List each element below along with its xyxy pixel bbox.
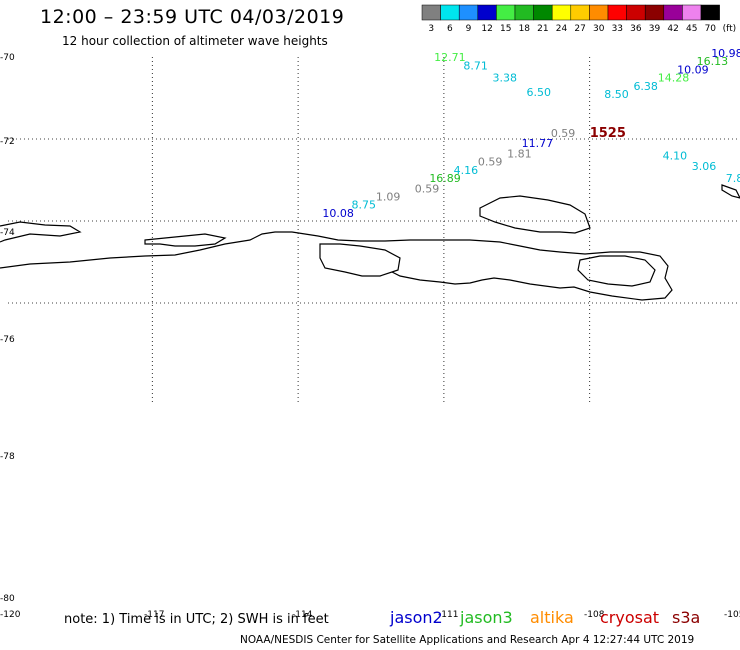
color-legend: 3 6 9 12 15 18 21 24 27 30 33 36 39 42 45 70 (ft) <box>421 4 737 34</box>
coastline-island-east <box>577 255 656 287</box>
wave-height-label: 1525 <box>590 126 626 141</box>
wave-height-label: 3.06 <box>692 160 717 173</box>
wave-height-label: 8.75 <box>352 199 377 212</box>
lon-tick-label: -114 <box>292 610 313 620</box>
wave-height-label: 1.81 <box>507 147 531 160</box>
coastline-thurston-island <box>479 195 591 234</box>
lat-tick-label: -78 <box>0 452 15 462</box>
legend-label: 15 <box>500 24 511 34</box>
legend-label: 39 <box>649 24 661 34</box>
legend-label: 3 <box>428 24 434 34</box>
coastline-peninsula <box>319 243 401 277</box>
wave-height-label: 16.13 <box>697 55 729 68</box>
map-subtitle: 12 hour collection of altimeter wave hei… <box>62 34 328 48</box>
lon-tick-label: -105 <box>724 610 740 620</box>
coastline-island-far-east <box>721 184 740 199</box>
legend-label: 9 <box>466 24 472 34</box>
legend-label: 33 <box>612 24 623 34</box>
coastline <box>0 184 740 301</box>
legend-label: 70 <box>705 24 717 34</box>
wave-height-label: 14.28 <box>658 72 690 85</box>
legend-label: 27 <box>574 24 585 34</box>
wave-height-label: 6.50 <box>527 86 552 99</box>
legend-label: 12 <box>481 24 492 34</box>
map-title: 12:00 – 23:59 UTC 04/03/2019 <box>40 6 345 28</box>
wave-height-label: 0.59 <box>415 182 440 195</box>
wave-height-label: 0.59 <box>478 156 503 169</box>
wave-height-label: 10.98 <box>711 47 740 60</box>
wave-height-label: 11.77 <box>522 137 554 150</box>
footer-note: note: 1) Time is in UTC; 2) SWH is in fe… <box>64 612 329 627</box>
legend-label: 6 <box>447 24 453 34</box>
wave-height-label: 8.71 <box>463 59 488 72</box>
wave-height-label: 1.09 <box>376 191 401 204</box>
wave-height-label: 4.16 <box>454 164 479 177</box>
graticule <box>8 57 740 405</box>
lat-tick-label: -80 <box>0 594 15 604</box>
satellite-name: altika <box>530 608 574 627</box>
legend-label: 18 <box>519 24 531 34</box>
axis-labels: -70 -72 -74 -76 -78 -80 -120 -117 -114 -111 -108 -1… <box>0 53 740 620</box>
wave-height-label: 16.89 <box>429 172 461 185</box>
lat-tick-label: -74 <box>0 228 15 238</box>
satellite-name: jason2 <box>390 608 443 627</box>
wave-height-label: 10.08 <box>322 207 354 220</box>
legend-unit: (ft) <box>723 24 737 34</box>
footer-credit: NOAA/NESDIS Center for Satellite Applica… <box>240 634 695 646</box>
wave-height-label: 6.38 <box>633 80 658 93</box>
wave-height-label: 4.10 <box>663 150 688 163</box>
coastline-mainland <box>0 221 673 301</box>
lat-tick-label: -72 <box>0 137 15 147</box>
lon-tick-label: -117 <box>144 610 164 620</box>
lon-tick-label: -108 <box>584 610 605 620</box>
legend-label: 21 <box>537 24 548 34</box>
lat-tick-label: -76 <box>0 335 15 345</box>
coastline-inlet <box>144 233 227 247</box>
satellite-name: cryosat <box>600 608 660 627</box>
legend-label: 24 <box>556 24 568 34</box>
legend-label: 45 <box>686 24 697 34</box>
lon-tick-label: -111 <box>438 610 458 620</box>
satellite-name: s3a <box>672 608 701 627</box>
lon-tick-label: -120 <box>0 610 21 620</box>
legend-label: 36 <box>630 24 642 34</box>
legend-swatch <box>700 4 720 21</box>
satellite-name: jason3 <box>460 608 513 627</box>
wave-height-label: 7.83 <box>726 172 740 185</box>
legend-label: 42 <box>667 24 678 34</box>
wave-height-label: 10.09 <box>677 63 709 76</box>
legend-label: 30 <box>593 24 605 34</box>
wave-height-label: 3.38 <box>493 72 518 85</box>
wave-height-label: 12.71 <box>434 51 466 64</box>
lat-tick-label: -70 <box>0 53 15 63</box>
wave-height-label: 8.50 <box>604 88 629 101</box>
altimeter-observations: 12.718.713.386.500.59 152511.771.810.594.… <box>322 47 740 220</box>
wave-height-label: 0.59 <box>551 127 576 140</box>
